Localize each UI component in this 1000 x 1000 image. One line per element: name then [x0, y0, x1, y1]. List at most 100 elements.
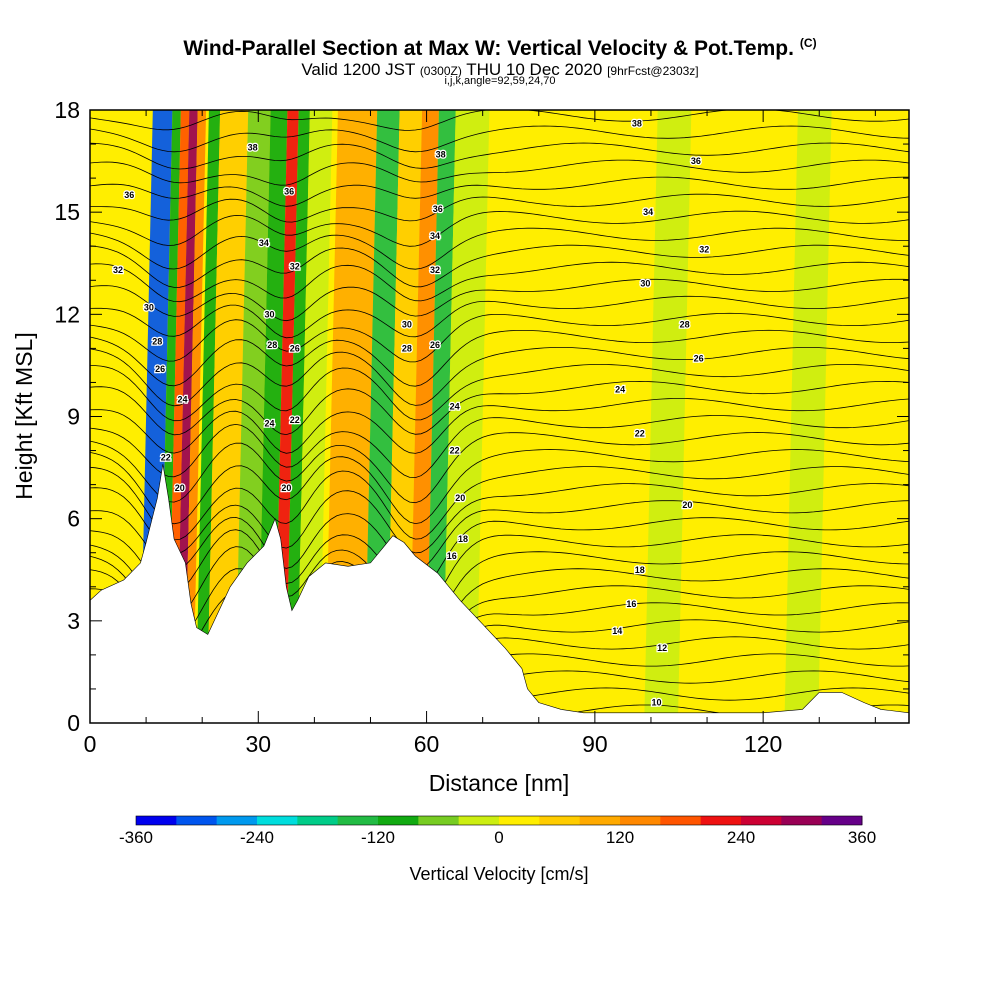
- theta-label: 20: [455, 493, 465, 503]
- theta-contour-line: [90, 432, 909, 504]
- colorbar-swatch: [700, 816, 742, 825]
- x-tick-label: 120: [744, 731, 782, 757]
- colorbar-tick-label: -360: [119, 828, 153, 847]
- colorbar-tick-label: 0: [494, 828, 503, 847]
- theta-label: 36: [433, 204, 443, 214]
- velocity-band: [784, 110, 832, 723]
- colorbar-swatch: [297, 816, 339, 825]
- theta-contour-line: [90, 125, 909, 153]
- theta-label: 30: [144, 303, 154, 313]
- valid-time-line: Valid 1200 JST (0300Z) THU 10 Dec 2020 […: [0, 60, 1000, 80]
- colorbar-swatch: [660, 816, 702, 825]
- theta-label: 28: [680, 320, 690, 330]
- theta-label: 28: [267, 340, 277, 350]
- colorbar-swatch: [176, 816, 218, 825]
- velocity-band: [285, 110, 310, 723]
- theta-contour-line: [90, 176, 909, 207]
- colorbar-swatch: [539, 816, 581, 825]
- theta-label: 22: [290, 415, 300, 425]
- theta-contour-line: [90, 398, 909, 454]
- velocity-band: [296, 110, 333, 723]
- chart-title: Wind-Parallel Section at Max W: Vertical…: [0, 36, 1000, 61]
- y-tick-label: 3: [67, 608, 80, 634]
- theta-label: 28: [402, 343, 412, 353]
- theta-contour-line: [90, 517, 909, 594]
- params-line: i,j,k,angle=92,59,24,70: [444, 75, 556, 87]
- valid-utc: (0300Z): [419, 64, 462, 78]
- colorbar-swatch: [781, 816, 823, 825]
- theta-label: 22: [450, 446, 460, 456]
- theta-contour-line: [90, 159, 909, 186]
- colorbar-swatch: [821, 816, 863, 825]
- x-tick-label: 90: [582, 731, 608, 757]
- theta-contour-line: [90, 551, 909, 642]
- theta-label: 36: [284, 187, 294, 197]
- colorbar-swatch: [378, 816, 419, 825]
- velocity-band: [846, 110, 899, 723]
- colorbar-tick-label: -240: [240, 828, 274, 847]
- theta-contour-line: [90, 500, 909, 571]
- colorbar-swatch: [337, 816, 379, 825]
- y-tick-label: 12: [54, 301, 80, 327]
- theta-label: 32: [113, 265, 123, 275]
- terrain-mask: [90, 464, 909, 723]
- x-tick-label: 60: [414, 731, 440, 757]
- theta-label: 34: [259, 238, 269, 248]
- theta-contour-line: [90, 142, 909, 170]
- colorbar-frame: [135, 815, 863, 826]
- theta-contour-line: [90, 227, 909, 270]
- title-text: Wind-Parallel Section at Max W: Vertical…: [183, 37, 794, 60]
- x-axis: 0 30 60 90 120: [84, 110, 876, 757]
- theta-label: 18: [458, 534, 468, 544]
- x-tick-label: 30: [245, 731, 271, 757]
- colorbar-tick-label: 240: [727, 828, 755, 847]
- theta-label: 32: [699, 245, 709, 255]
- theta-label: 24: [615, 384, 625, 394]
- x-tick-label: 0: [84, 731, 97, 757]
- theta-label: 34: [430, 231, 440, 241]
- theta-contour-line: [90, 278, 909, 322]
- y-tick-label: 0: [67, 710, 80, 736]
- colorbar-label: Vertical Velocity [cm/s]: [409, 864, 588, 884]
- theta-label: 10: [652, 698, 662, 708]
- theta-label: 24: [264, 418, 274, 428]
- y-tick-label: 18: [54, 97, 80, 123]
- y-tick-label: 15: [54, 199, 80, 225]
- theta-label: 24: [450, 401, 460, 411]
- theta-contour-line: [90, 449, 909, 525]
- theta-contour-line: [90, 415, 909, 479]
- theta-label: 38: [436, 149, 446, 159]
- theta-contour-line: [90, 534, 909, 620]
- theta-label: 26: [694, 354, 704, 364]
- colorbar-swatch: [418, 816, 460, 825]
- theta-label: 16: [626, 599, 636, 609]
- colorbar-swatch: [620, 816, 661, 825]
- theta-label: 26: [430, 340, 440, 350]
- valid-prefix: Valid 1200 JST: [301, 60, 416, 79]
- colorbar-swatch: [136, 816, 177, 825]
- theta-label: 28: [152, 337, 162, 347]
- colorbar-swatch: [458, 816, 500, 825]
- theta-label: 38: [248, 142, 258, 152]
- velocity-band: [492, 110, 546, 723]
- theta-label: 24: [178, 394, 188, 404]
- velocity-band: [184, 110, 207, 723]
- y-axis-label: Height [Kft MSL]: [11, 332, 37, 499]
- velocity-band: [644, 110, 692, 723]
- forecast-info: [9hrFcst@2303z]: [607, 64, 699, 78]
- theta-label: 16: [447, 551, 457, 561]
- theta-label: 32: [430, 265, 440, 275]
- theta-label: 36: [124, 190, 134, 200]
- theta-contour-line: [90, 347, 909, 407]
- theta-label: 20: [281, 483, 291, 493]
- colorbar-swatch: [741, 816, 782, 825]
- theta-contour-line: [90, 312, 909, 363]
- colorbar-swatch: [499, 816, 540, 825]
- theta-contour-line: [90, 364, 909, 422]
- theta-label: 12: [657, 643, 667, 653]
- theta-contour-line: [90, 193, 909, 223]
- theta-labels: 36 32 30 28 26 24 22 20 38 36 34 32 30 28 26 24 22 20 38 36…: [112, 117, 711, 708]
- theta-contour-line: [90, 466, 909, 541]
- theta-label: 18: [635, 565, 645, 575]
